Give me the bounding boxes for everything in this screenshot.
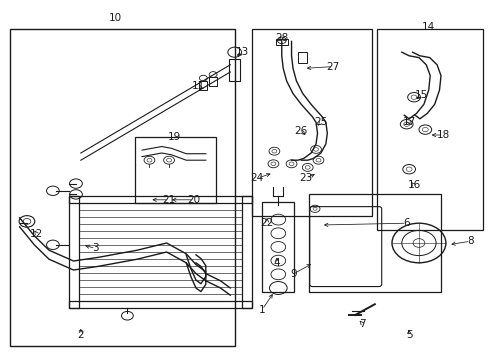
Text: 22: 22 bbox=[260, 218, 274, 228]
Bar bbox=[69, 196, 252, 203]
Text: 27: 27 bbox=[326, 62, 340, 72]
Text: 18: 18 bbox=[437, 130, 450, 140]
Bar bbox=[262, 202, 294, 292]
Bar bbox=[242, 196, 252, 308]
Text: 2: 2 bbox=[77, 330, 84, 340]
Bar bbox=[69, 301, 252, 308]
Text: 9: 9 bbox=[291, 269, 297, 279]
Text: 10: 10 bbox=[109, 13, 122, 23]
Text: 1: 1 bbox=[259, 305, 266, 315]
Text: 6: 6 bbox=[403, 218, 410, 228]
Text: 4: 4 bbox=[273, 258, 280, 268]
Text: 16: 16 bbox=[407, 180, 421, 190]
Text: 7: 7 bbox=[359, 319, 366, 329]
Bar bbox=[377, 29, 483, 230]
Text: 24: 24 bbox=[250, 173, 264, 183]
Text: 3: 3 bbox=[92, 243, 99, 253]
Bar bbox=[209, 77, 217, 86]
Text: 14: 14 bbox=[422, 22, 436, 32]
Bar bbox=[276, 39, 288, 45]
Bar bbox=[199, 81, 207, 90]
Bar bbox=[229, 59, 240, 81]
Text: 12: 12 bbox=[30, 229, 44, 239]
Text: 19: 19 bbox=[167, 132, 181, 142]
Text: 8: 8 bbox=[467, 236, 474, 246]
Bar bbox=[252, 29, 372, 216]
Text: 23: 23 bbox=[299, 173, 313, 183]
Text: 21: 21 bbox=[162, 195, 176, 205]
Text: 26: 26 bbox=[294, 126, 308, 136]
Text: 17: 17 bbox=[402, 117, 416, 127]
Text: 20: 20 bbox=[187, 195, 200, 205]
Text: 28: 28 bbox=[275, 33, 289, 43]
Bar bbox=[135, 137, 216, 203]
Text: 15: 15 bbox=[415, 90, 428, 100]
Bar bbox=[298, 52, 307, 63]
Text: 11: 11 bbox=[192, 81, 205, 91]
Text: 13: 13 bbox=[236, 47, 249, 57]
Bar bbox=[69, 196, 79, 308]
Bar bbox=[309, 194, 441, 292]
Bar bbox=[10, 29, 235, 346]
Text: 25: 25 bbox=[314, 117, 328, 127]
Text: 5: 5 bbox=[406, 330, 413, 340]
